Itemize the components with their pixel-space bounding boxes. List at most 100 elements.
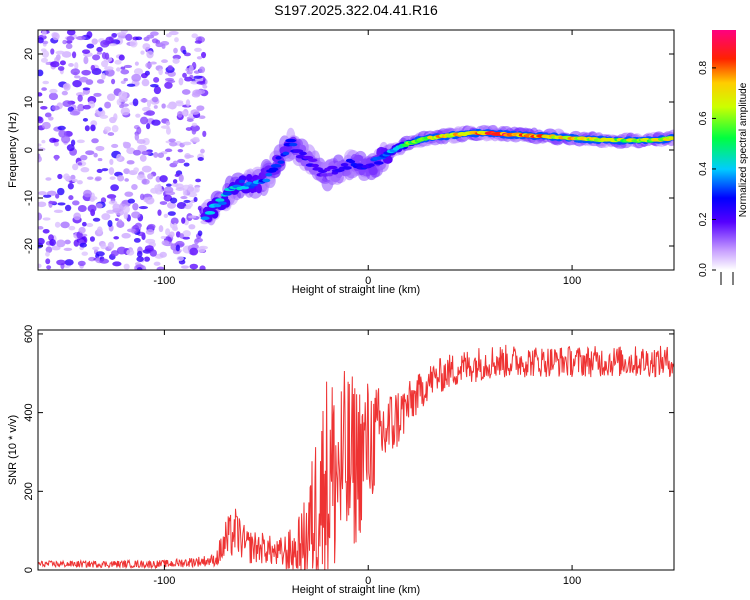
noise-speckle (107, 132, 115, 136)
ridge-core (270, 164, 282, 168)
noise-speckle (197, 157, 204, 161)
noise-speckle (176, 256, 184, 262)
x-tick-label: 100 (563, 275, 581, 287)
noise-speckle (84, 125, 90, 132)
y-tick-label: 0 (23, 567, 35, 573)
noise-speckle (180, 195, 188, 200)
noise-speckle (121, 232, 131, 239)
noise-speckle (107, 220, 113, 228)
noise-speckle (163, 194, 173, 202)
noise-speckle (64, 204, 72, 212)
noise-speckle (107, 241, 115, 250)
noise-speckle (166, 104, 174, 109)
y-tick-label: 600 (23, 325, 35, 343)
noise-speckle (65, 40, 73, 44)
noise-speckle (72, 200, 80, 206)
noise-speckle (158, 68, 163, 76)
noise-speckle (75, 92, 85, 97)
noise-speckle (141, 78, 150, 87)
ridge-core (238, 179, 246, 184)
noise-speckle (168, 30, 179, 36)
noise-speckle (144, 245, 154, 252)
noise-speckle (91, 38, 98, 45)
noise-speckle (168, 138, 176, 143)
noise-speckle (133, 68, 144, 75)
noise-speckle (167, 79, 176, 83)
ridge-core (354, 163, 364, 167)
noise-speckle (141, 165, 152, 173)
noise-speckle (81, 69, 92, 76)
noise-speckle (187, 186, 195, 192)
noise-speckle (73, 75, 81, 79)
noise-speckle (164, 81, 173, 89)
noise-speckle (132, 98, 139, 107)
noise-speckle (45, 177, 52, 181)
noise-speckle (146, 99, 152, 108)
noise-speckle (38, 143, 42, 147)
noise-speckle (196, 80, 206, 85)
ridge-core (213, 203, 222, 208)
ridge-core (348, 159, 356, 164)
noise-speckle (97, 157, 103, 162)
noise-speckle (153, 86, 162, 95)
noise-speckle (187, 215, 197, 219)
noise-speckle (100, 40, 110, 48)
noise-speckle (68, 63, 74, 67)
noise-speckle (165, 127, 171, 135)
noise-speckle (199, 265, 206, 270)
noise-speckle (69, 110, 80, 116)
noise-speckle (163, 213, 169, 218)
noise-speckle (113, 113, 118, 121)
noise-speckle (118, 54, 125, 61)
noise-speckle (41, 87, 47, 91)
noise-speckle (202, 130, 207, 138)
noise-speckle (189, 263, 199, 270)
noise-speckle (95, 251, 105, 257)
ridge-core (668, 136, 674, 140)
noise-speckle (145, 228, 155, 235)
noise-speckle (79, 154, 88, 161)
noise-speckle (164, 148, 173, 153)
noise-speckle (120, 66, 126, 70)
noise-speckle (51, 105, 60, 111)
noise-speckle (178, 174, 184, 183)
noise-speckle (64, 239, 71, 245)
noise-speckle (149, 61, 157, 65)
noise-speckle (166, 201, 177, 209)
ridge-core (215, 198, 225, 202)
noise-speckle (76, 139, 85, 144)
noise-speckle (131, 73, 142, 82)
noise-speckle (158, 225, 164, 233)
noise-speckle (193, 70, 200, 74)
ridge-core (302, 155, 314, 160)
noise-speckle (173, 47, 178, 54)
noise-speckle (157, 152, 165, 158)
noise-speckle (134, 61, 139, 66)
noise-speckle (101, 72, 106, 80)
noise-speckle (165, 228, 171, 236)
noise-speckle (131, 184, 138, 191)
noise-speckle (57, 187, 65, 196)
colorbar-tick-label: 0.2 (698, 212, 709, 226)
noise-speckle (57, 173, 63, 180)
noise-speckle (165, 183, 172, 187)
noise-speckle (62, 39, 67, 45)
noise-speckle (38, 155, 42, 163)
noise-speckle (202, 84, 208, 89)
noise-speckle (66, 144, 75, 152)
noise-speckle (89, 197, 95, 202)
noise-speckle (132, 149, 142, 156)
noise-speckle (62, 100, 72, 108)
ridge-core (262, 178, 271, 183)
noise-speckle (136, 256, 144, 263)
noise-speckle (50, 61, 60, 68)
noise-speckle (184, 205, 192, 210)
noise-speckle (139, 154, 147, 162)
snr-x-axis-label: Height of straight line (km) (292, 584, 420, 596)
noise-speckle (188, 224, 196, 230)
noise-speckle (165, 120, 171, 126)
noise-speckle (96, 226, 103, 235)
noise-speckle (186, 118, 194, 122)
noise-speckle (159, 175, 168, 183)
noise-speckle (181, 217, 186, 224)
